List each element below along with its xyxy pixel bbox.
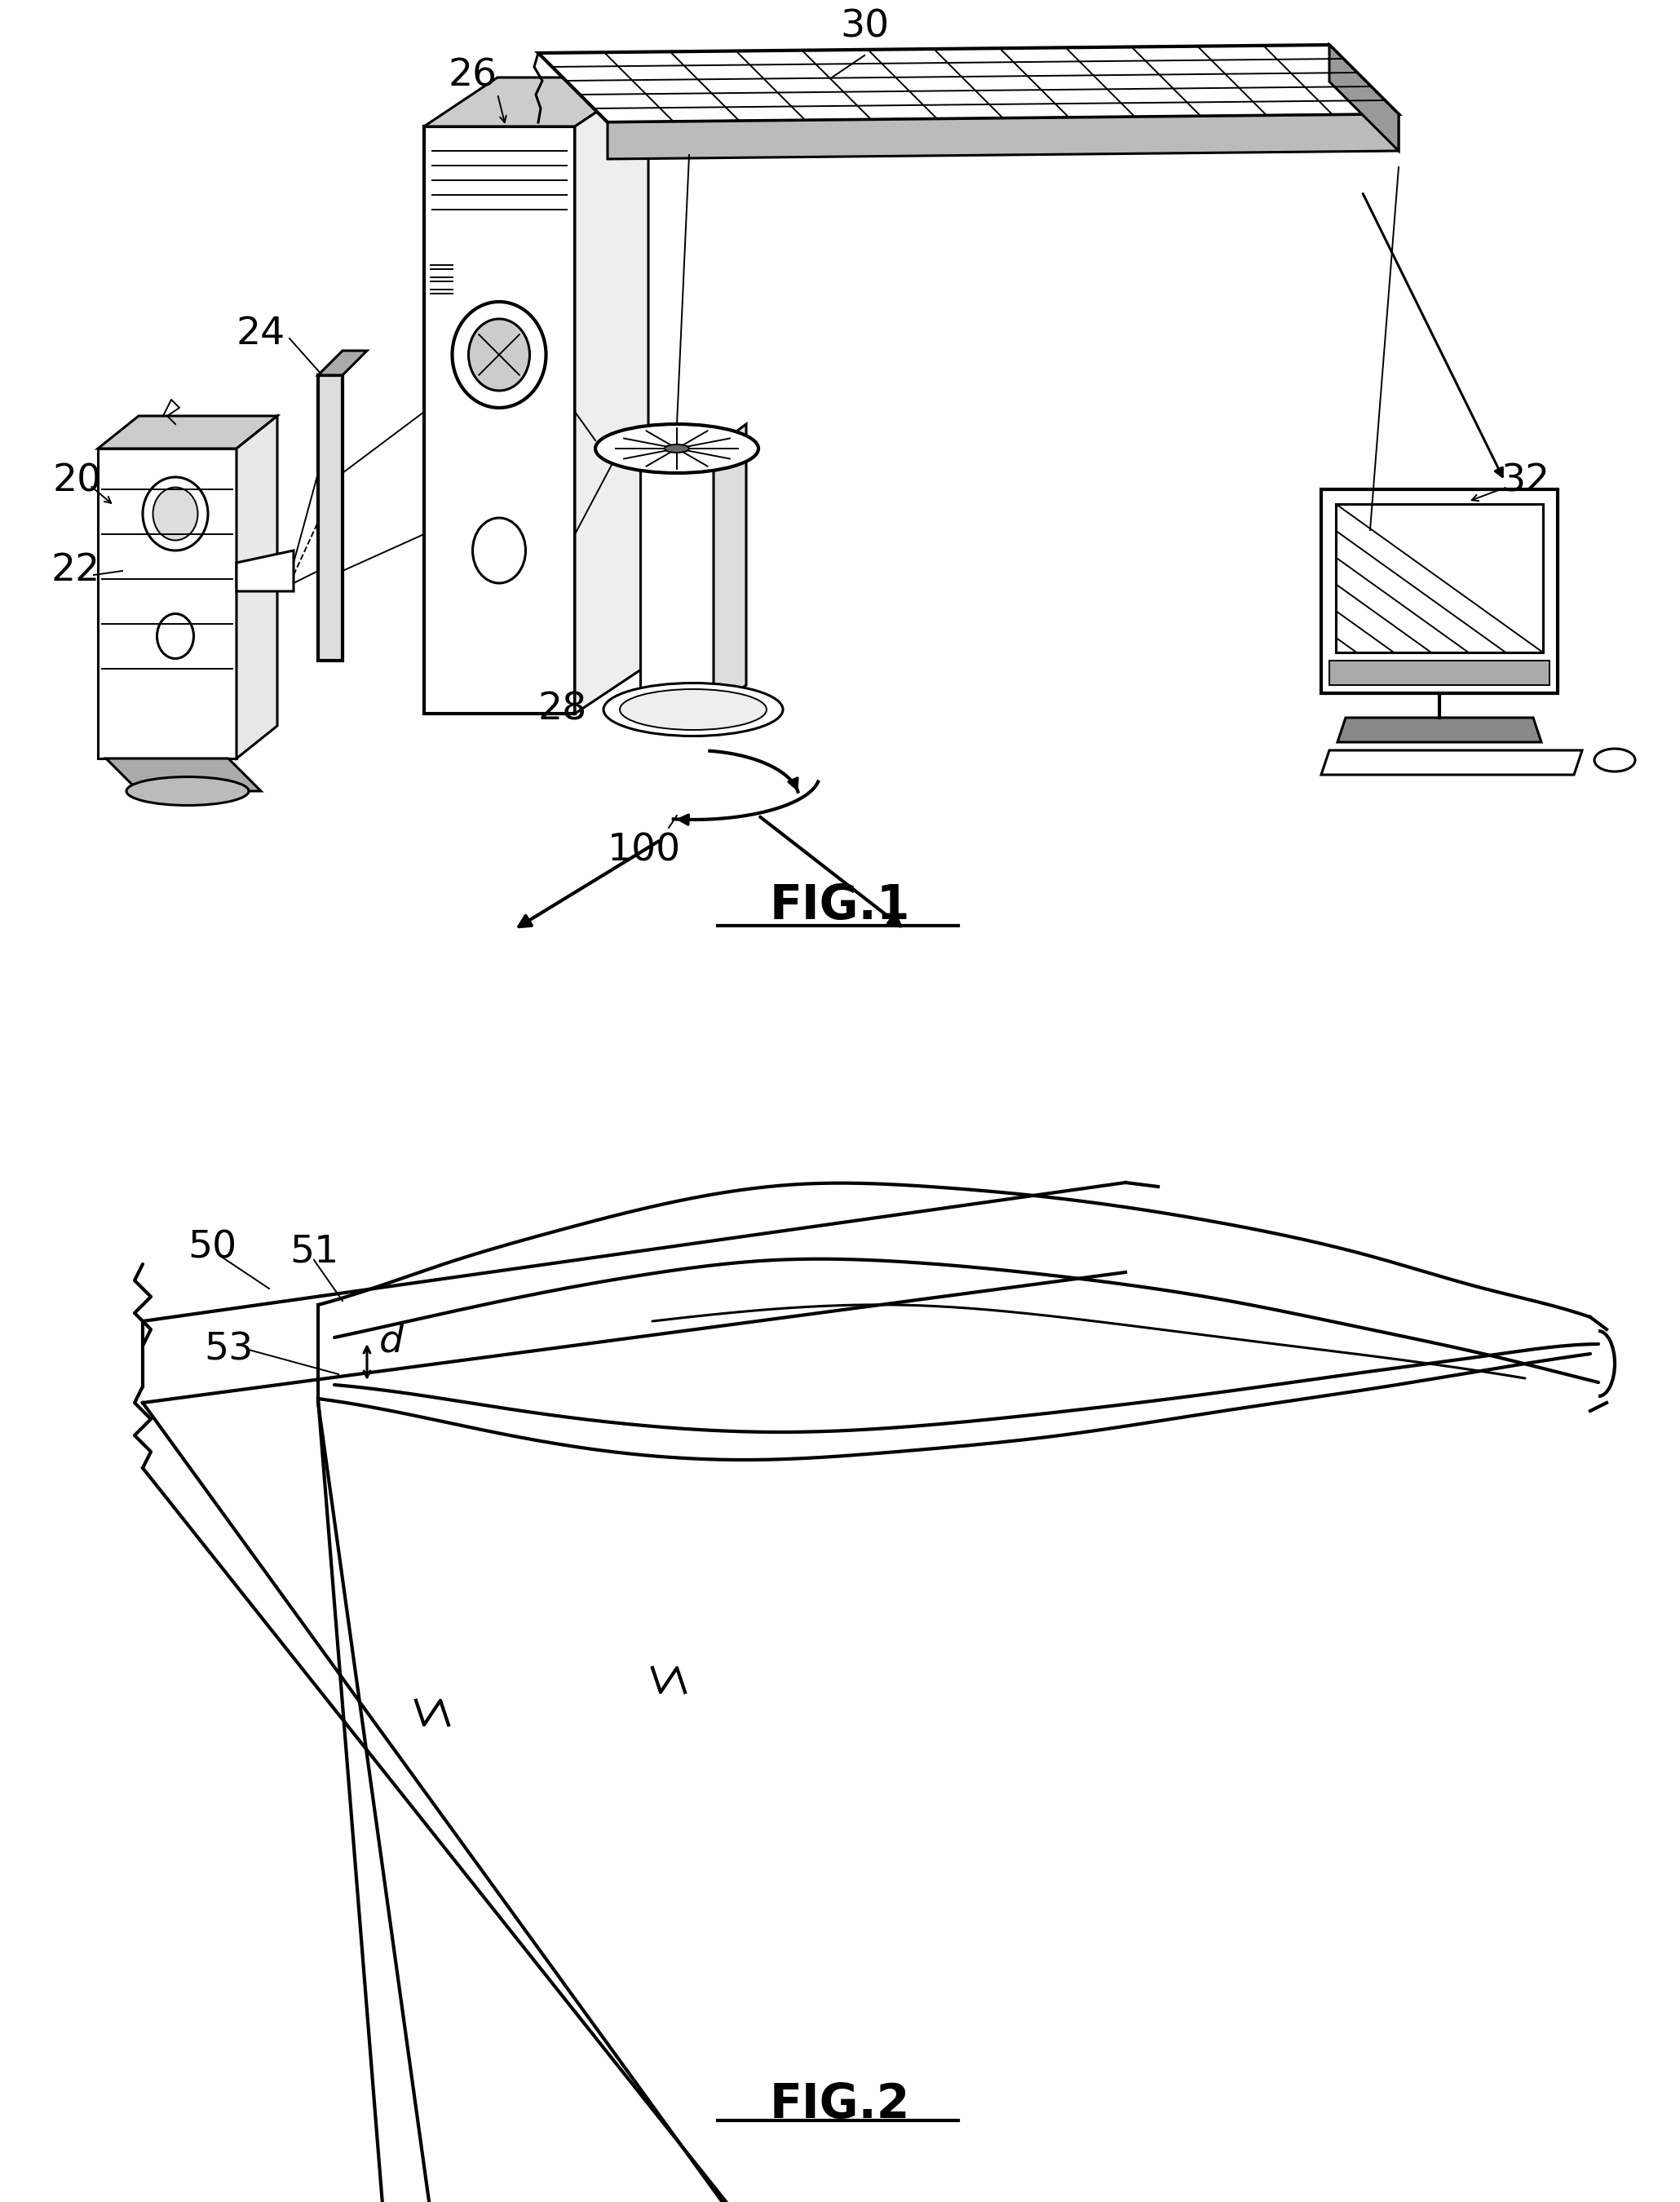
Text: 51: 51 — [289, 1233, 339, 1271]
Text: 22: 22 — [50, 553, 99, 590]
Ellipse shape — [472, 517, 526, 584]
Text: 26: 26 — [449, 57, 497, 95]
Polygon shape — [97, 449, 237, 757]
Ellipse shape — [126, 777, 249, 806]
Text: 24: 24 — [237, 317, 286, 352]
Polygon shape — [1320, 489, 1557, 694]
Ellipse shape — [665, 445, 689, 454]
Ellipse shape — [153, 487, 198, 539]
Polygon shape — [714, 425, 746, 709]
Polygon shape — [1337, 718, 1541, 742]
Ellipse shape — [156, 614, 193, 658]
Ellipse shape — [1594, 749, 1635, 771]
Text: 20: 20 — [54, 462, 102, 500]
Ellipse shape — [620, 689, 766, 729]
Polygon shape — [97, 416, 277, 449]
Polygon shape — [538, 44, 1399, 123]
Polygon shape — [237, 550, 294, 592]
Ellipse shape — [603, 683, 783, 735]
Text: d: d — [380, 1323, 403, 1361]
Polygon shape — [1329, 661, 1549, 685]
Text: 100: 100 — [608, 832, 680, 868]
Text: FIG.1: FIG.1 — [769, 883, 911, 929]
Polygon shape — [106, 757, 260, 791]
Polygon shape — [318, 350, 366, 374]
Ellipse shape — [595, 425, 758, 473]
Text: 32: 32 — [1500, 462, 1549, 500]
Polygon shape — [423, 77, 648, 126]
Polygon shape — [1320, 751, 1583, 775]
Polygon shape — [575, 77, 648, 713]
Ellipse shape — [469, 319, 529, 390]
Text: 30: 30 — [840, 9, 889, 44]
Polygon shape — [237, 416, 277, 757]
Polygon shape — [1336, 504, 1542, 652]
Polygon shape — [1329, 44, 1399, 152]
Polygon shape — [640, 449, 714, 709]
Ellipse shape — [452, 302, 546, 407]
Text: 50: 50 — [188, 1229, 237, 1266]
Polygon shape — [318, 374, 343, 661]
Polygon shape — [608, 115, 1399, 159]
Ellipse shape — [143, 478, 208, 550]
Text: 28: 28 — [538, 691, 588, 729]
Text: FIG.2: FIG.2 — [769, 2081, 911, 2127]
Text: 53: 53 — [203, 1332, 254, 1367]
Polygon shape — [423, 126, 575, 713]
